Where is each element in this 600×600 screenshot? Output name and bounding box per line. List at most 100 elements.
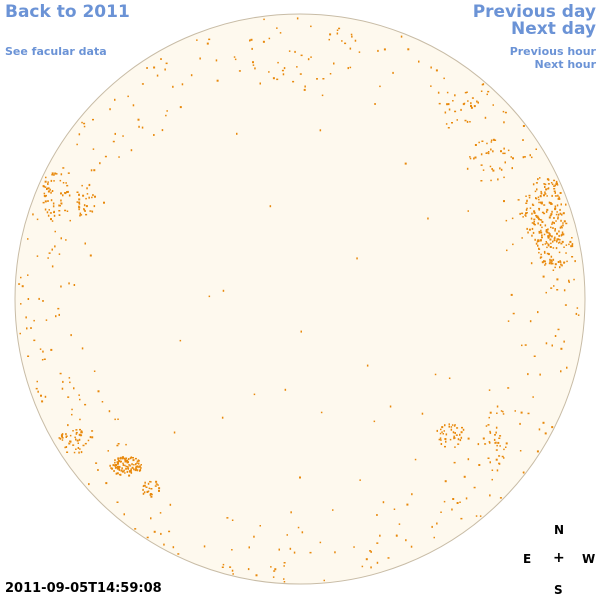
plage-dot [486, 93, 488, 96]
plage-dot [85, 197, 87, 200]
plage-dot [545, 342, 548, 345]
plage-dot [130, 149, 133, 152]
next-hour-link[interactable]: Next hour [534, 58, 597, 71]
plage-dot [83, 122, 86, 125]
plage-dot [541, 201, 543, 203]
plage-dot [206, 42, 209, 45]
plage-dot [490, 179, 492, 182]
plage-dot [155, 480, 158, 483]
plage-dot [78, 394, 80, 396]
plage-dot [526, 207, 528, 210]
plage-dot [27, 274, 29, 276]
plage-dot [44, 200, 47, 203]
plage-dot [494, 139, 497, 141]
plage-dot [542, 421, 545, 424]
plage-dot [119, 460, 122, 463]
plage-dot [46, 211, 49, 214]
plage-dot [88, 196, 90, 199]
previous-hour-link[interactable]: Previous hour [509, 45, 596, 58]
plage-dot [452, 100, 454, 102]
plage-dot [62, 194, 64, 197]
plage-dot [524, 214, 526, 216]
plage-dot [73, 451, 76, 454]
plage-dot [150, 517, 152, 520]
plage-dot [166, 110, 168, 112]
plage-dot [155, 483, 158, 485]
plage-dot [544, 251, 546, 254]
plage-dot [338, 27, 341, 30]
plage-dot [51, 265, 54, 268]
plage-dot [122, 464, 125, 466]
plage-dot [59, 372, 62, 375]
plage-dot [542, 243, 544, 246]
plage-dot [559, 208, 561, 211]
plage-dot [554, 229, 556, 232]
plage-dot [552, 240, 554, 243]
plage-dot [78, 203, 81, 205]
plage-dot [439, 437, 442, 439]
plage-dot [548, 233, 551, 236]
plage-dot [519, 212, 521, 215]
plage-dot [135, 465, 137, 468]
plage-dot [103, 201, 105, 204]
plage-dot [273, 570, 276, 572]
plage-dot [232, 573, 234, 575]
plage-dot [122, 456, 124, 459]
plage-dot [504, 111, 507, 114]
previous-day-link[interactable]: Previous day [472, 2, 596, 22]
plage-dot [568, 279, 570, 282]
plage-dot [532, 183, 535, 186]
plage-dot [66, 210, 69, 212]
plage-dot [556, 289, 559, 291]
plage-dot [530, 262, 533, 265]
plage-dot [118, 468, 121, 471]
plage-dot [549, 258, 551, 261]
plage-dot [75, 448, 77, 450]
plage-dot [556, 241, 558, 243]
plage-dot [78, 206, 81, 209]
plage-dot [544, 186, 546, 188]
plage-dot [44, 186, 47, 188]
plage-dot [571, 256, 574, 258]
plage-dot [126, 461, 129, 464]
plage-dot [548, 201, 551, 204]
plage-dot [91, 436, 94, 439]
plage-dot [114, 464, 116, 466]
back-to-year-link[interactable]: Back to 2011 [5, 2, 130, 22]
plage-dot [50, 179, 53, 182]
plage-dot [253, 535, 255, 538]
plage-dot [61, 387, 64, 390]
plage-dot [455, 434, 458, 436]
plage-dot [443, 77, 445, 80]
plage-dot [552, 262, 554, 265]
plage-dot [389, 405, 392, 408]
plage-dot [127, 95, 129, 98]
plage-dot [499, 445, 501, 447]
plage-dot [119, 473, 122, 476]
plage-dot [252, 61, 254, 64]
plage-dot [130, 469, 132, 472]
plage-dot [282, 73, 285, 76]
plage-dot [473, 157, 475, 160]
plage-dot [538, 230, 541, 233]
see-facular-data-link[interactable]: See facular data [5, 45, 107, 58]
plage-dot [43, 192, 46, 195]
plage-dot [546, 231, 549, 234]
plage-dot [168, 530, 171, 533]
plage-dot [503, 147, 505, 150]
plage-dot [469, 157, 472, 160]
plage-dot [44, 180, 47, 183]
plage-dot [64, 446, 66, 449]
plage-dot [405, 539, 407, 542]
plage-dot [536, 215, 539, 218]
plage-dot [553, 239, 556, 242]
plage-dot [491, 168, 493, 170]
plage-dot [547, 235, 549, 238]
plage-dot [208, 295, 211, 298]
next-day-link[interactable]: Next day [511, 19, 596, 39]
plage-dot [47, 190, 50, 193]
plage-dot [496, 412, 498, 414]
plage-dot [549, 202, 552, 204]
plage-dot [565, 252, 567, 254]
plage-dot [453, 425, 456, 427]
